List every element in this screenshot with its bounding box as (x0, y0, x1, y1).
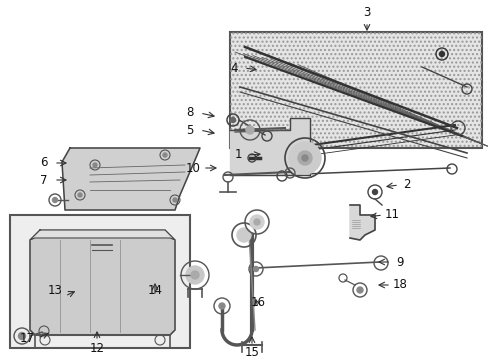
Text: 7: 7 (40, 174, 48, 186)
Circle shape (93, 163, 97, 167)
Circle shape (253, 266, 258, 271)
Circle shape (191, 271, 199, 279)
Circle shape (237, 228, 250, 242)
Text: 18: 18 (392, 279, 407, 292)
Text: 6: 6 (40, 157, 48, 170)
Text: 8: 8 (186, 107, 193, 120)
Circle shape (185, 266, 203, 284)
Circle shape (78, 193, 82, 197)
Circle shape (288, 142, 320, 174)
Circle shape (173, 198, 177, 202)
Circle shape (439, 51, 444, 57)
Polygon shape (62, 148, 200, 210)
Circle shape (302, 155, 307, 161)
Circle shape (245, 126, 253, 134)
Bar (229, 32, 481, 148)
Circle shape (230, 117, 235, 122)
Text: 5: 5 (186, 123, 193, 136)
Circle shape (356, 287, 362, 293)
Text: 1: 1 (234, 148, 241, 162)
Bar (10, 215, 190, 348)
Circle shape (372, 189, 377, 194)
Text: 10: 10 (185, 162, 200, 175)
Circle shape (219, 303, 224, 309)
Polygon shape (30, 230, 175, 335)
Circle shape (297, 151, 311, 165)
Text: 16: 16 (250, 296, 265, 309)
Circle shape (253, 219, 260, 225)
Polygon shape (349, 205, 374, 240)
Circle shape (19, 333, 25, 339)
Polygon shape (229, 118, 309, 175)
Text: 14: 14 (147, 284, 162, 297)
Circle shape (249, 215, 264, 229)
Polygon shape (30, 230, 175, 240)
Text: 3: 3 (363, 5, 370, 18)
Text: 12: 12 (89, 342, 104, 355)
Circle shape (163, 153, 167, 157)
Text: 11: 11 (384, 208, 399, 221)
Circle shape (52, 198, 58, 202)
Text: 4: 4 (230, 62, 237, 75)
Text: 2: 2 (403, 179, 410, 192)
Text: 15: 15 (244, 346, 259, 360)
Text: 9: 9 (395, 256, 403, 269)
Bar (229, 32, 481, 148)
Text: 17: 17 (20, 332, 35, 345)
Text: 13: 13 (47, 284, 62, 297)
